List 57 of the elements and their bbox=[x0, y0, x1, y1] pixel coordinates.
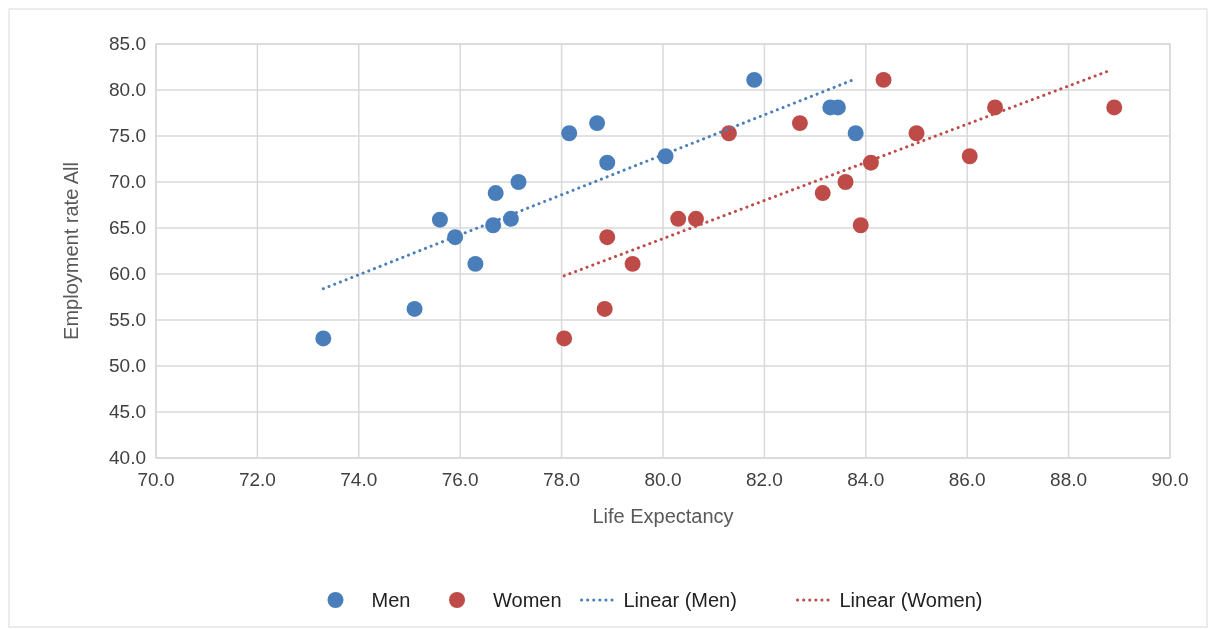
point bbox=[875, 71, 892, 88]
point bbox=[589, 115, 606, 132]
x-tick-label: 74.0 bbox=[340, 469, 378, 490]
y-tick-label: 65.0 bbox=[109, 217, 146, 238]
point bbox=[746, 71, 763, 88]
y-tick-label: 75.0 bbox=[109, 125, 146, 146]
point bbox=[837, 174, 854, 190]
point bbox=[406, 301, 423, 317]
y-tick-label: 70.0 bbox=[109, 171, 146, 192]
point bbox=[556, 330, 573, 347]
point bbox=[510, 174, 527, 190]
legend-label: Linear (Men) bbox=[623, 589, 737, 611]
point bbox=[485, 217, 502, 234]
point bbox=[561, 125, 578, 142]
point bbox=[1106, 99, 1123, 116]
x-tick-label: 88.0 bbox=[1050, 469, 1088, 490]
y-axis-title: Employment rate All bbox=[60, 162, 82, 340]
y-tick-label: 60.0 bbox=[109, 263, 146, 284]
point bbox=[487, 185, 504, 201]
point bbox=[961, 148, 978, 165]
point bbox=[599, 154, 616, 171]
point bbox=[596, 301, 613, 317]
point bbox=[814, 185, 831, 201]
point bbox=[431, 211, 448, 228]
y-tick-label: 45.0 bbox=[109, 401, 146, 422]
point bbox=[599, 229, 616, 246]
y-tick-label: 40.0 bbox=[109, 447, 146, 468]
point bbox=[315, 330, 332, 347]
y-tick-label: 50.0 bbox=[109, 355, 146, 376]
legend-label: Women bbox=[493, 589, 562, 611]
point bbox=[624, 255, 641, 272]
legend-label: Men bbox=[371, 589, 411, 611]
point bbox=[467, 255, 484, 272]
point bbox=[987, 99, 1004, 116]
x-tick-label: 70.0 bbox=[137, 469, 175, 490]
point bbox=[670, 210, 687, 227]
x-tick-label: 82.0 bbox=[745, 469, 783, 490]
x-axis-title: Life Expectancy bbox=[592, 505, 734, 527]
x-tick-label: 76.0 bbox=[441, 469, 479, 490]
y-tick-label: 80.0 bbox=[109, 79, 146, 100]
point bbox=[502, 210, 519, 227]
x-tick-label: 72.0 bbox=[238, 469, 276, 490]
y-tick-label: 85.0 bbox=[109, 33, 146, 54]
x-tick-label: 84.0 bbox=[847, 469, 885, 490]
legend-label: Linear (Women) bbox=[839, 589, 983, 611]
point bbox=[687, 210, 704, 227]
point bbox=[908, 125, 925, 142]
point bbox=[862, 154, 879, 171]
x-tick-label: 86.0 bbox=[948, 469, 986, 490]
x-tick-label: 90.0 bbox=[1151, 469, 1189, 490]
point bbox=[847, 125, 864, 142]
point bbox=[720, 125, 737, 142]
y-tick-label: 55.0 bbox=[109, 309, 146, 330]
x-tick-label: 78.0 bbox=[543, 469, 581, 490]
point bbox=[791, 115, 808, 132]
point bbox=[852, 217, 869, 234]
x-tick-label: 80.0 bbox=[644, 469, 682, 490]
